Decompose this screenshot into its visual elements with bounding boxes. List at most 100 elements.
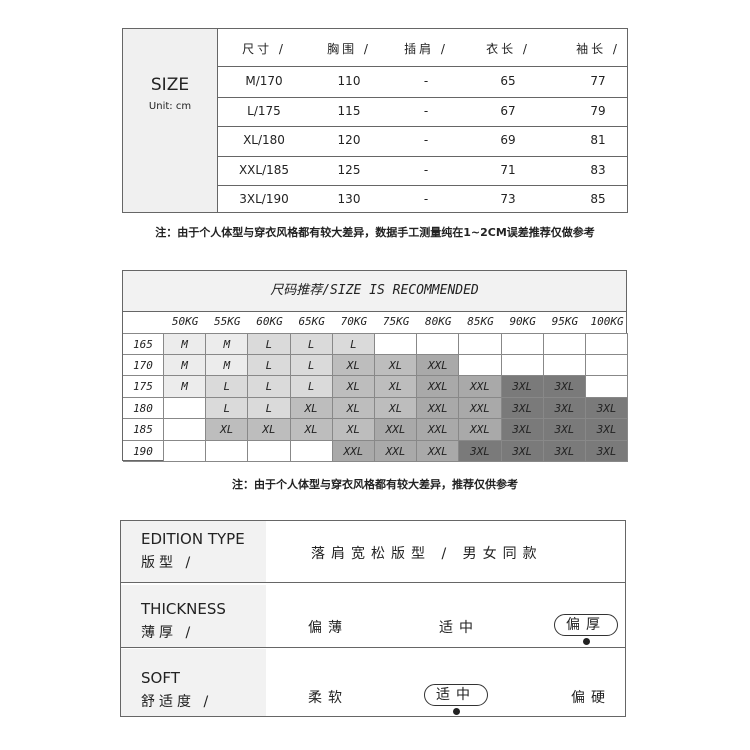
- size-cell: L: [206, 397, 249, 419]
- edition-label-cell: EDITION TYPE 版型 /: [121, 521, 266, 583]
- size-cell: XL: [332, 354, 375, 376]
- size-cell: 3XL: [543, 397, 586, 419]
- size-cell: 125: [337, 162, 361, 177]
- size-cell: L/175: [247, 103, 281, 118]
- unit-label: Unit: cm: [148, 101, 192, 112]
- size-cell: [164, 419, 207, 441]
- size-header-cell: 胸围 /: [327, 41, 371, 56]
- size-cell: XL: [206, 419, 249, 441]
- size-cell: 3XL: [543, 376, 586, 398]
- height-label: 185: [123, 419, 164, 441]
- size-cell: [586, 354, 629, 376]
- size-cell: XXL: [417, 440, 460, 462]
- size-cell: XXL: [375, 440, 418, 462]
- height-label: 180: [123, 397, 164, 419]
- weight-header: 65KG: [298, 315, 325, 328]
- size-cell: -: [423, 133, 429, 147]
- size-table: SIZE Unit: cm 尺寸 / 胸围 / 插肩 / 衣长 / 袖长 / M/170 1…: [122, 28, 628, 213]
- soft-label-cell: SOFT 舒适度 /: [121, 649, 266, 716]
- weight-header: 85KG: [467, 315, 494, 328]
- size-row: XL/180 120 - 69 81: [217, 126, 627, 157]
- size-cell: [206, 440, 249, 462]
- size-cell: -: [423, 191, 429, 206]
- size-cell: [417, 333, 460, 355]
- size-cell: 65: [500, 73, 516, 88]
- weight-header: 70KG: [340, 315, 368, 328]
- size-cell: 3XL: [543, 440, 586, 462]
- thickness-option-selected: 偏厚: [554, 614, 618, 636]
- size-row: XXL/185 125 - 71 83: [217, 156, 627, 186]
- size-cell: L: [332, 333, 375, 355]
- size-cell: -: [423, 73, 429, 88]
- size-cell: 3XL: [501, 397, 544, 419]
- size-cell: L: [290, 354, 333, 376]
- thickness-label-zh: 薄厚 /: [141, 625, 195, 641]
- size-cell: [459, 354, 502, 376]
- weight-header: 75KG: [382, 315, 410, 328]
- size-cell: XL: [375, 354, 418, 376]
- height-label: 175: [123, 376, 164, 398]
- weight-header: 80KG: [425, 315, 452, 328]
- size-cell: 83: [590, 162, 606, 177]
- weight-header: 95KG: [551, 315, 579, 328]
- size-row: M/170 110 - 65 77: [217, 66, 627, 98]
- size-cell: 115: [337, 103, 361, 118]
- thickness-option: 适中: [439, 620, 479, 636]
- soft-option: 偏硬: [571, 690, 611, 706]
- size-cell: -: [423, 162, 429, 177]
- size-cell: XL: [375, 397, 418, 419]
- weight-header: 55KG: [214, 315, 241, 328]
- size-label-cell: SIZE Unit: cm: [123, 29, 218, 212]
- size-cell: XXL: [459, 419, 502, 441]
- size-cell: M: [164, 376, 207, 398]
- size-cell: M: [206, 333, 249, 355]
- size-cell: XL/180: [243, 133, 285, 147]
- size-cell: XXL: [417, 376, 460, 398]
- attributes-table: EDITION TYPE 版型 / 落肩宽松版型 / 男女同款 THICKNES…: [120, 520, 626, 717]
- size-cell: XL: [248, 419, 291, 441]
- size-cell: L: [290, 376, 333, 398]
- size-cell: 120: [337, 133, 361, 147]
- size-cell: L: [248, 397, 291, 419]
- size-cell: L: [248, 376, 291, 398]
- weight-header: 90KG: [509, 315, 536, 328]
- size-cell: L: [290, 333, 333, 355]
- size-cell: 85: [590, 191, 606, 206]
- height-label: 190: [123, 440, 164, 462]
- size-cell: 73: [500, 191, 516, 206]
- size-title: SIZE: [150, 75, 190, 95]
- size-row: 3XL/190 130 - 73 85: [217, 185, 627, 214]
- size-cell: XL: [290, 397, 333, 419]
- weight-header: 100KG: [590, 315, 624, 328]
- size-cell: XL: [332, 419, 375, 441]
- soft-option-selected: 适中: [424, 684, 488, 706]
- edition-label-zh: 版型 /: [141, 555, 195, 571]
- size-cell: XL: [332, 376, 375, 398]
- size-cell: 3XL: [586, 397, 629, 419]
- soft-indicator-dot: [453, 708, 460, 715]
- size-cell: L: [248, 354, 291, 376]
- thickness-option: 偏薄: [308, 620, 348, 636]
- size-cell: 3XL: [501, 440, 544, 462]
- size-cell: [164, 397, 207, 419]
- size-cell: M/170: [245, 73, 283, 88]
- thickness-label-en: THICKNESS: [141, 600, 226, 618]
- size-cell: 3XL: [501, 376, 544, 398]
- size-cell: 130: [337, 191, 361, 206]
- weight-header: 50KG: [171, 315, 199, 328]
- size-cell: XXL: [417, 397, 460, 419]
- size-cell: [586, 333, 629, 355]
- size-cell: 79: [590, 103, 606, 118]
- soft-option: 柔软: [308, 690, 348, 706]
- size-recommend-table: 尺码推荐/SIZE IS RECOMMENDED 50KG 55KG 60KG 65K…: [122, 270, 629, 462]
- size-cell: 3XL: [586, 419, 629, 441]
- size-header-cell: 插肩 /: [404, 41, 448, 56]
- size-cell: [501, 333, 544, 355]
- size-cell: [248, 440, 291, 462]
- soft-label-en: SOFT: [141, 669, 180, 687]
- size-cell: 3XL/190: [239, 191, 289, 206]
- size-cell: [375, 333, 418, 355]
- size-cell: 67: [500, 103, 516, 118]
- height-label: 170: [123, 354, 164, 376]
- size-header-row: 尺寸 / 胸围 / 插肩 / 衣长 / 袖长 /: [217, 29, 627, 67]
